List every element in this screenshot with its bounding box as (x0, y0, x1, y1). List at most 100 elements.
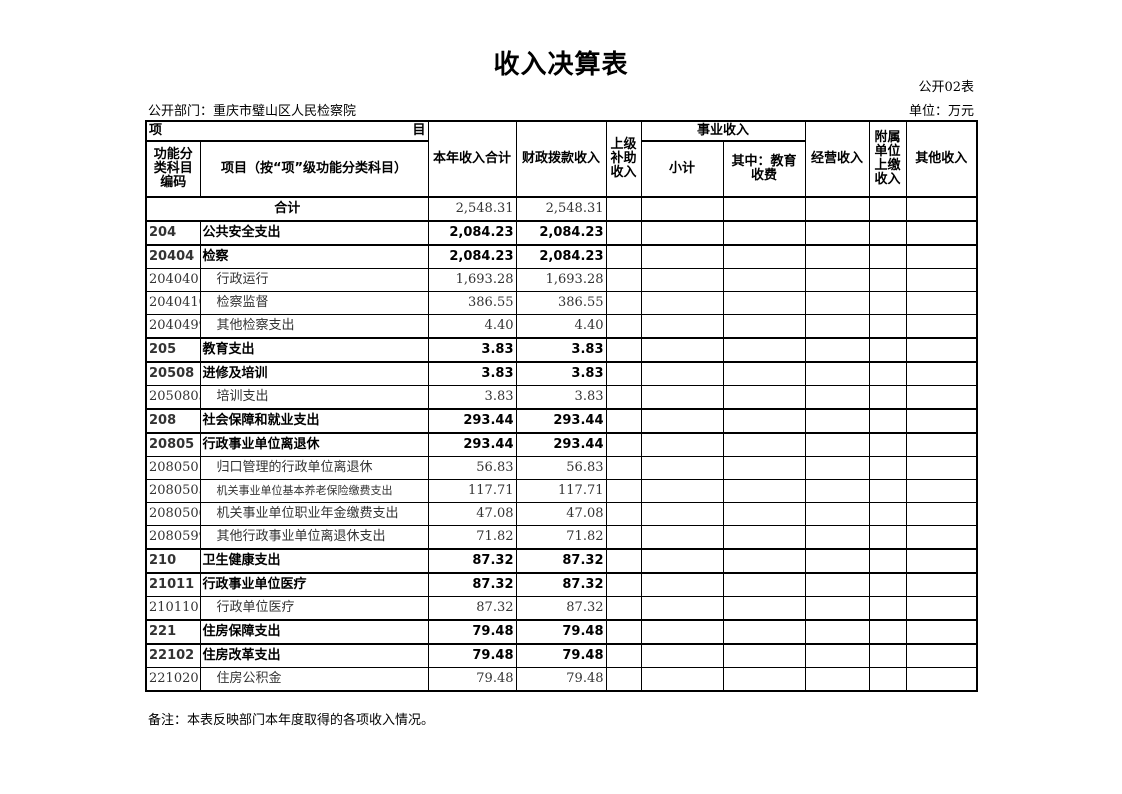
empty-cell (905, 220, 978, 246)
empty-cell (605, 667, 642, 692)
row-total: 1,693.28 (427, 268, 517, 292)
empty-cell (804, 502, 870, 526)
empty-cell (640, 268, 724, 292)
row-name: 检察监督 (199, 291, 429, 315)
empty-cell (804, 291, 870, 315)
empty-cell (868, 502, 907, 526)
empty-cell (640, 596, 724, 621)
empty-cell (640, 548, 724, 574)
total-label: 合计 (145, 196, 429, 222)
row-fiscal: 79.48 (515, 619, 607, 645)
row-total: 3.83 (427, 385, 517, 410)
empty-cell (605, 596, 642, 621)
table-row: 2040499其他检察支出4.404.40 (145, 314, 978, 339)
header-other: 其他收入 (905, 120, 978, 198)
table-row: 20404 检察 2,084.23 2,084.23 (145, 244, 978, 269)
empty-cell (605, 502, 642, 526)
department-label: 公开部门：重庆市璧山区人民检察院 (148, 104, 357, 119)
row-name: 社会保障和就业支出 (199, 408, 429, 434)
empty-cell (640, 291, 724, 315)
empty-cell (804, 548, 870, 574)
empty-cell (804, 268, 870, 292)
header-business: 事业收入 (640, 120, 806, 142)
empty-cell (905, 525, 978, 550)
table-row: 2040401行政运行1,693.281,693.28 (145, 268, 978, 292)
empty-cell (640, 337, 724, 363)
empty-cell (722, 525, 806, 550)
empty-cell (605, 408, 642, 434)
empty-cell (722, 361, 806, 386)
empty-cell (804, 432, 870, 457)
empty-cell (722, 337, 806, 363)
empty-cell (804, 314, 870, 339)
form-number: 公开02表 (918, 80, 974, 95)
row-fiscal: 79.48 (515, 643, 607, 668)
empty-cell (905, 667, 978, 692)
header-operating: 经营收入 (804, 120, 870, 198)
header-name: 项目（按“项”级功能分类科目） (199, 140, 429, 198)
empty-cell (640, 502, 724, 526)
row-name: 检察 (199, 244, 429, 269)
empty-cell (905, 291, 978, 315)
fiscal-value: 2,548.31 (515, 196, 607, 222)
row-code: 2040410 (145, 291, 201, 315)
row-name: 住房公积金 (199, 667, 429, 692)
empty-cell (868, 525, 907, 550)
empty-cell (640, 220, 724, 246)
row-code: 20404 (145, 244, 201, 269)
empty-cell (868, 643, 907, 668)
row-fiscal: 87.32 (515, 548, 607, 574)
row-code: 204 (145, 220, 201, 246)
empty-cell (605, 479, 642, 503)
empty-cell (640, 572, 724, 597)
row-name: 培训支出 (199, 385, 429, 410)
empty-cell (640, 525, 724, 550)
empty-cell (868, 220, 907, 246)
empty-cell (905, 619, 978, 645)
row-code: 20805 (145, 432, 201, 457)
empty-cell (868, 291, 907, 315)
empty-cell (868, 361, 907, 386)
row-fiscal: 2,084.23 (515, 220, 607, 246)
empty-cell (905, 548, 978, 574)
header-subtotal: 小计 (640, 140, 724, 198)
empty-cell (605, 643, 642, 668)
row-fiscal: 3.83 (515, 385, 607, 410)
empty-cell (804, 361, 870, 386)
empty-cell (605, 337, 642, 363)
empty-cell (868, 314, 907, 339)
empty-cell (722, 596, 806, 621)
row-name: 机关事业单位职业年金缴费支出 (199, 502, 429, 526)
empty-cell (605, 220, 642, 246)
row-fiscal: 293.44 (515, 432, 607, 457)
empty-cell (722, 408, 806, 434)
row-total: 3.83 (427, 361, 517, 386)
empty-cell (804, 408, 870, 434)
row-code: 221 (145, 619, 201, 645)
row-total: 386.55 (427, 291, 517, 315)
row-total: 2,084.23 (427, 244, 517, 269)
row-code: 2101101 (145, 596, 201, 621)
table-row: 204 公共安全支出 2,084.23 2,084.23 (145, 220, 978, 246)
empty-cell (722, 502, 806, 526)
empty-cell (804, 596, 870, 621)
empty-cell (905, 408, 978, 434)
empty-cell (722, 643, 806, 668)
row-name: 住房保障支出 (199, 619, 429, 645)
header-code: 功能分类科目编码 (145, 140, 201, 198)
empty-cell (868, 268, 907, 292)
table-row: 20805 行政事业单位离退休 293.44 293.44 (145, 432, 978, 457)
row-code: 21011 (145, 572, 201, 597)
row-fiscal: 1,693.28 (515, 268, 607, 292)
empty-cell (640, 479, 724, 503)
table-row: 20508 进修及培训 3.83 3.83 (145, 361, 978, 386)
empty-cell (640, 385, 724, 410)
row-name: 住房改革支出 (199, 643, 429, 668)
empty-cell (605, 268, 642, 292)
empty-cell (605, 572, 642, 597)
row-fiscal: 2,084.23 (515, 244, 607, 269)
row-total: 79.48 (427, 619, 517, 645)
